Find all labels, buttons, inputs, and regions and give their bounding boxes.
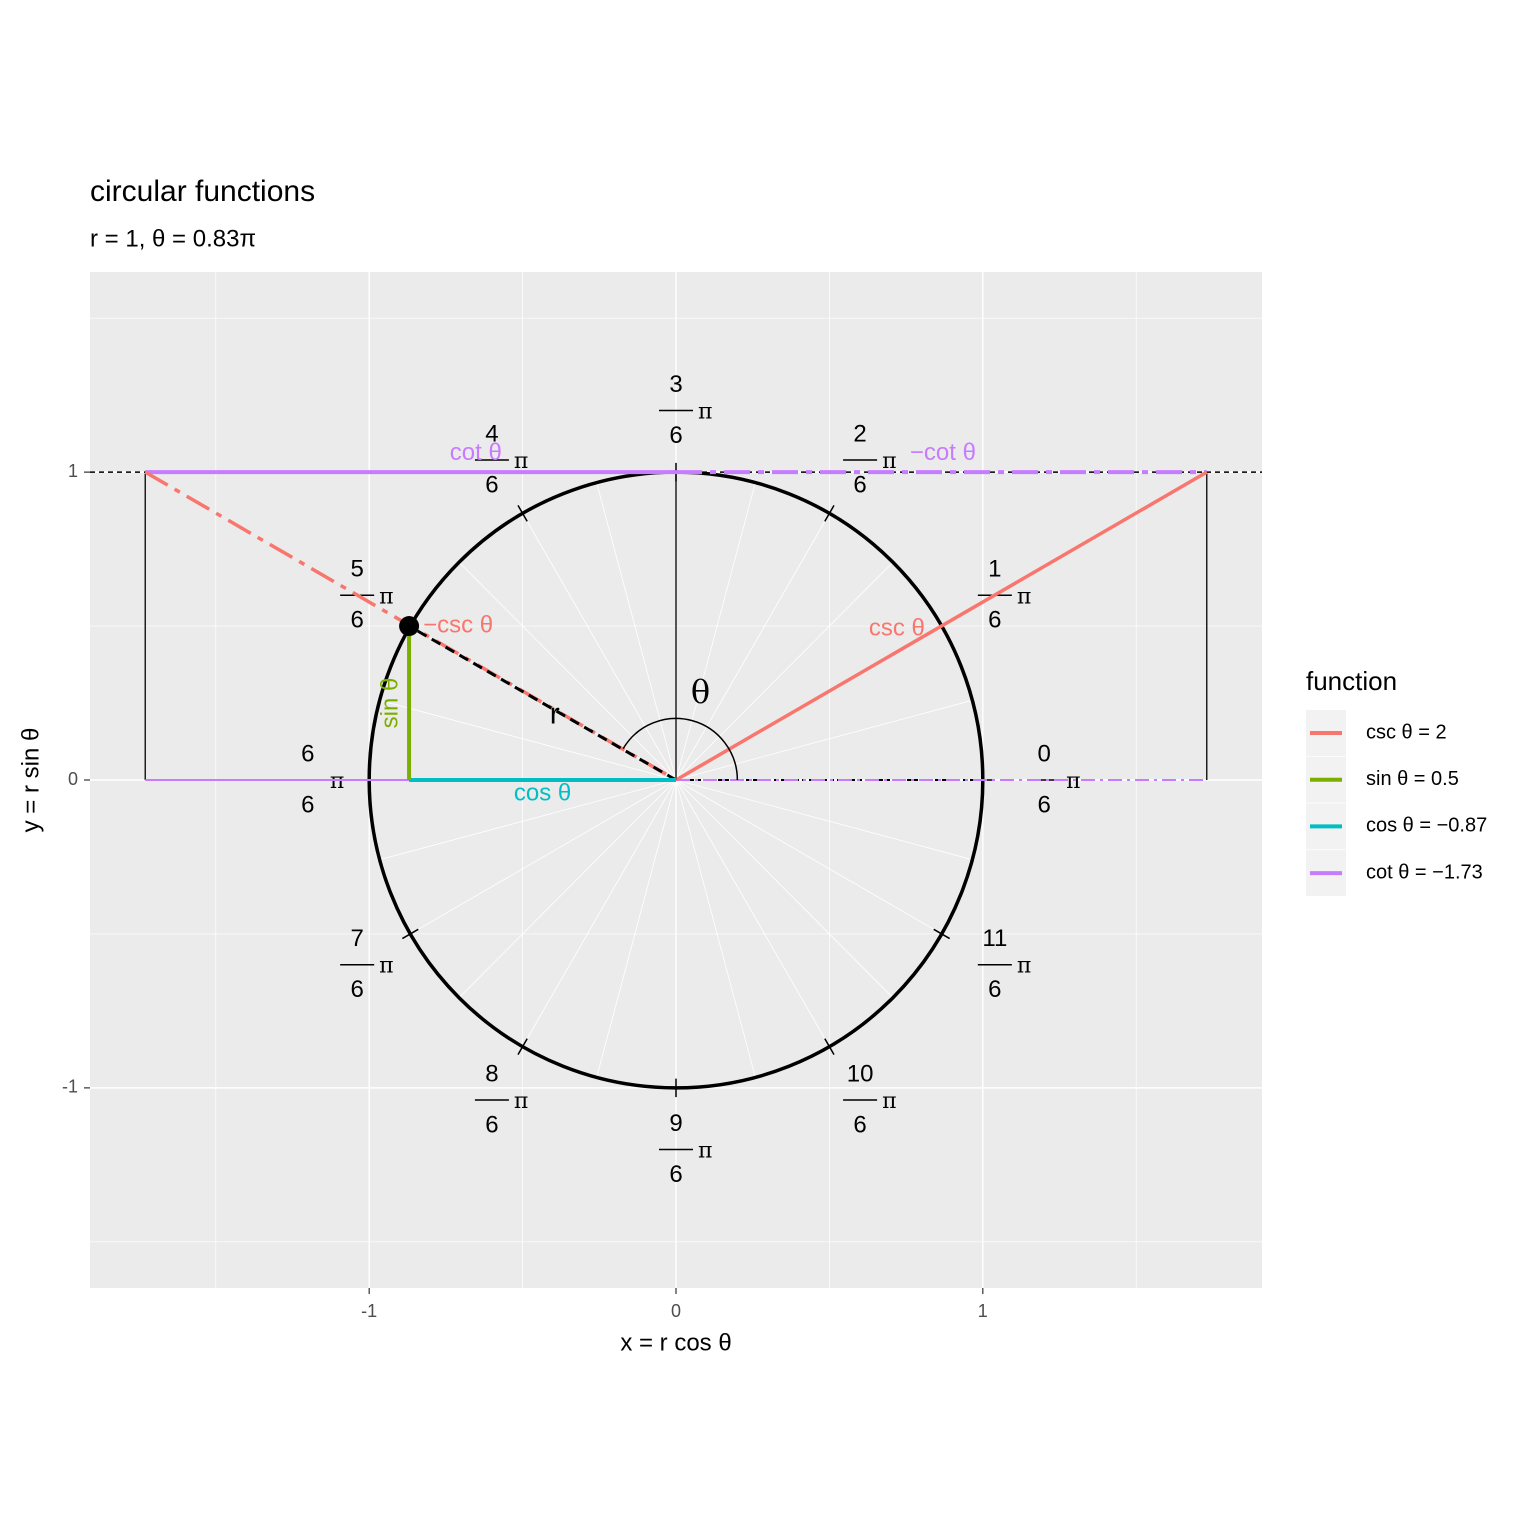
- angle-tick: [517, 1038, 528, 1056]
- radial-grid-line: [458, 562, 677, 781]
- radial-grid-line: [522, 513, 677, 781]
- angle-label-denominator: 6: [1037, 791, 1050, 818]
- angle-label-numerator: 10: [847, 1060, 874, 1087]
- legend-label: sin θ = 0.5: [1366, 768, 1459, 790]
- legend-label: cot θ = −1.73: [1366, 861, 1483, 883]
- radial-grid-line: [675, 699, 973, 781]
- angle-label-numerator: 11: [982, 925, 1007, 952]
- angle-label-pi: π: [514, 1089, 528, 1114]
- x-axis-title: x = r cos θ: [620, 1329, 731, 1356]
- angle-tick: [401, 928, 419, 940]
- radial-grid-line: [675, 513, 830, 781]
- angle-label-denominator: 6: [485, 471, 498, 498]
- x-tick-label: 1: [978, 1301, 988, 1321]
- y-tick-label: 1: [68, 461, 78, 481]
- angle-label-pi: π: [1017, 584, 1031, 609]
- angle-label-denominator: 6: [350, 976, 363, 1003]
- chart-subtitle: r = 1, θ = 0.83π: [90, 225, 256, 252]
- legend-label: cos θ = −0.87: [1366, 815, 1487, 837]
- angle-tick: [517, 504, 528, 522]
- legend-label: csc θ = 2: [1366, 721, 1447, 743]
- angle-label-numerator: 8: [485, 1060, 498, 1087]
- radius: [408, 624, 677, 782]
- radial-grid-line: [675, 779, 942, 935]
- angle-label-denominator: 6: [988, 976, 1001, 1003]
- angle-tick: [824, 504, 835, 522]
- angle-label-pi: π: [882, 1089, 896, 1114]
- radial-grid-line: [596, 482, 677, 781]
- angle-label-denominator: 6: [350, 607, 363, 634]
- x-tick-label: -1: [361, 1301, 377, 1321]
- radial-grid-line: [596, 779, 677, 1078]
- angle-label-numerator: 9: [669, 1110, 682, 1137]
- radial-grid-line: [675, 779, 894, 998]
- angle-label-numerator: 7: [350, 925, 363, 952]
- point: [399, 616, 420, 637]
- annotation: θ: [691, 672, 710, 710]
- annotation: sin θ: [376, 678, 403, 729]
- angle-arc: [622, 717, 739, 781]
- angle-label-denominator: 6: [853, 471, 866, 498]
- angle-label-pi: π: [1017, 954, 1031, 979]
- annotation: r: [550, 697, 560, 730]
- angle-label-pi: π: [1066, 769, 1080, 794]
- annotation: csc θ: [869, 614, 925, 641]
- annotation: cos θ: [514, 779, 571, 806]
- angle-label-denominator: 6: [853, 1111, 866, 1138]
- radial-grid-line: [458, 779, 677, 998]
- chart-title: circular functions: [90, 175, 315, 208]
- angle-label-pi: π: [698, 400, 712, 425]
- angle-tick: [824, 1038, 835, 1056]
- annotation: −cot θ: [910, 439, 976, 466]
- radial-grid-line: [379, 699, 677, 781]
- angle-tick: [933, 928, 951, 940]
- y-tick-label: 0: [68, 769, 78, 789]
- angle-label-numerator: 6: [301, 740, 314, 767]
- radial-grid-line: [675, 779, 830, 1047]
- radial-grid-line: [379, 779, 677, 861]
- angle-label-numerator: 5: [350, 556, 363, 583]
- angle-label-pi: π: [330, 769, 344, 794]
- radial-grid-line: [522, 779, 677, 1047]
- angle-label-pi: π: [379, 584, 393, 609]
- angle-label-numerator: 1: [988, 556, 1001, 583]
- x-tick-label: 0: [671, 1301, 681, 1321]
- annotation: −csc θ: [423, 611, 493, 638]
- y-tick-label: -1: [62, 1077, 78, 1097]
- angle-label-numerator: 0: [1037, 740, 1050, 767]
- csc-line: [675, 470, 1208, 782]
- radial-grid-line: [410, 779, 677, 935]
- angle-label-denominator: 6: [988, 607, 1001, 634]
- angle-label-denominator: 6: [301, 791, 314, 818]
- radial-grid-line: [675, 562, 894, 781]
- y-axis-title: y = r sin θ: [17, 728, 44, 833]
- angle-label-numerator: 4: [485, 420, 498, 447]
- radial-grid-line: [675, 779, 973, 861]
- annotation: cot θ: [450, 439, 502, 466]
- angle-label-denominator: 6: [485, 1111, 498, 1138]
- radial-grid-line: [675, 482, 756, 781]
- angle-label-pi: π: [379, 954, 393, 979]
- angle-label-numerator: 3: [669, 371, 682, 398]
- angle-label-pi: π: [882, 449, 896, 474]
- angle-label-numerator: 2: [853, 420, 866, 447]
- angle-label-pi: π: [514, 449, 528, 474]
- radial-grid-line: [675, 779, 756, 1078]
- angle-label-denominator: 6: [669, 422, 682, 449]
- angle-label-denominator: 6: [669, 1161, 682, 1188]
- legend-title: function: [1306, 666, 1397, 696]
- angle-label-pi: π: [698, 1138, 712, 1163]
